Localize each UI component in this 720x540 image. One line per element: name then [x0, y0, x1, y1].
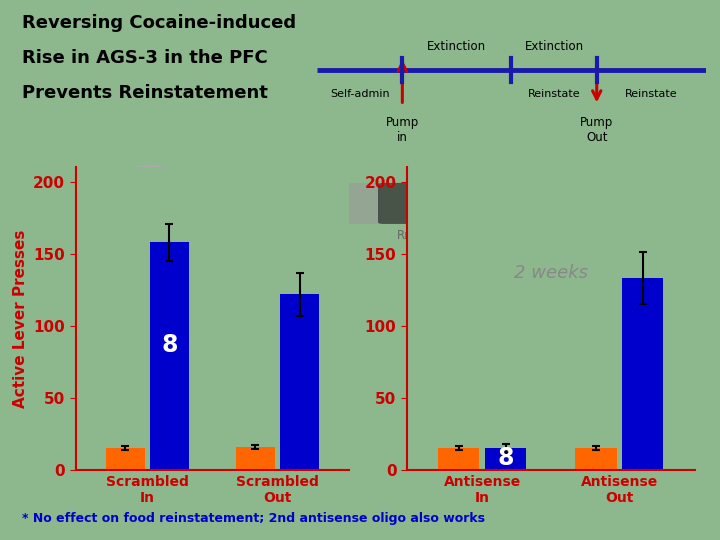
Text: 8: 8	[161, 333, 178, 356]
FancyBboxPatch shape	[174, 183, 246, 232]
Text: Reversing Cocaine-induced: Reversing Cocaine-induced	[22, 14, 296, 31]
Bar	[485, 448, 526, 470]
Bar	[622, 278, 663, 470]
Text: * No effect on food reinstatement; 2nd antisense oligo also works: * No effect on food reinstatement; 2nd a…	[22, 512, 485, 525]
FancyBboxPatch shape	[245, 183, 314, 224]
Text: Reinstate: Reinstate	[528, 89, 580, 99]
Bar	[438, 448, 480, 470]
Text: Extinction: Extinction	[427, 39, 486, 53]
Text: Rise in AGS-3 in the PFC: Rise in AGS-3 in the PFC	[22, 49, 267, 66]
FancyBboxPatch shape	[442, 183, 511, 224]
Text: Rn: Rn	[397, 230, 413, 242]
Text: Pump
in: Pump in	[386, 116, 419, 144]
Bar	[236, 447, 275, 470]
Text: 2 weeks: 2 weeks	[514, 264, 588, 282]
Text: Pump
Out: Pump Out	[580, 116, 613, 144]
Bar	[575, 448, 616, 470]
FancyBboxPatch shape	[378, 183, 447, 224]
Text: AS: AS	[328, 230, 343, 242]
Text: Self-admin: Self-admin	[330, 89, 390, 99]
Text: 8: 8	[498, 446, 514, 470]
Text: Rn: Rn	[258, 230, 274, 242]
Text: Prevents Reinstatement: Prevents Reinstatement	[22, 84, 267, 102]
Y-axis label: Active Lever Presses: Active Lever Presses	[13, 230, 27, 408]
Text: AS: AS	[464, 230, 479, 242]
FancyBboxPatch shape	[311, 183, 381, 224]
Bar	[280, 294, 319, 470]
Bar	[106, 448, 145, 470]
Bar	[150, 242, 189, 470]
Text: Extinction: Extinction	[524, 39, 583, 53]
Text: Reinstate: Reinstate	[625, 89, 678, 99]
